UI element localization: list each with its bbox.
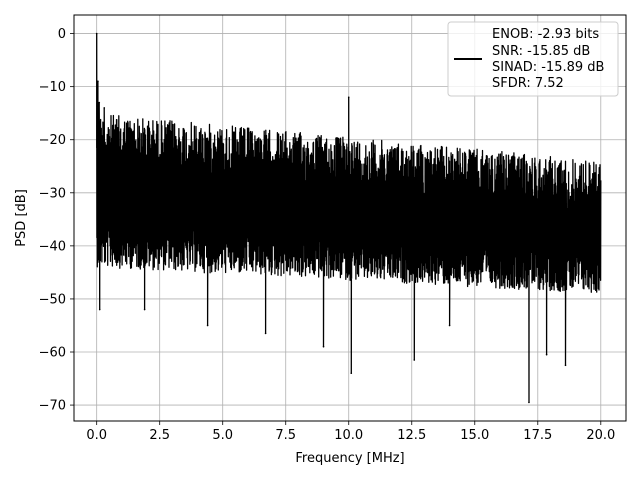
psd-dip-point — [322, 345, 325, 348]
y-tick-label: −30 — [39, 186, 66, 201]
legend-sinad: SINAD: -15.89 dB — [492, 60, 604, 75]
x-axis-label: Frequency [MHz] — [295, 451, 404, 466]
psd-dip-point — [264, 332, 267, 335]
y-tick-label: −10 — [39, 80, 66, 95]
x-tick-label: 2.5 — [149, 428, 170, 443]
x-tick-label: 5.0 — [212, 428, 233, 443]
x-tick-label: 0.0 — [86, 428, 107, 443]
plot-area-frame — [73, 14, 627, 422]
psd-peak-point — [98, 101, 101, 104]
y-tick-label: −40 — [39, 239, 66, 254]
x-tick-label: 15.0 — [460, 428, 489, 443]
psd-series — [95, 32, 602, 404]
psd-dip-point — [350, 372, 353, 375]
psd-peak-point — [97, 80, 99, 83]
legend-enob: ENOB: -2.93 bits — [492, 27, 599, 42]
psd-peak-point — [95, 32, 98, 35]
legend-sfdr: SFDR: 7.52 — [492, 76, 564, 91]
psd-peak-point — [103, 107, 106, 109]
y-tick-label: 0 — [58, 27, 66, 42]
x-tick-label: 7.5 — [275, 428, 296, 443]
psd-dip-point — [448, 324, 451, 327]
legend-snr: SNR: -15.85 dB — [492, 44, 590, 59]
legend: ENOB: -2.93 bits SNR: -15.85 dB SINAD: -… — [447, 21, 619, 97]
y-axis-label: PSD [dB] — [14, 189, 29, 247]
x-tick-label: 20.0 — [586, 428, 615, 443]
x-tick-label: 17.5 — [523, 428, 552, 443]
psd-dip-point — [528, 401, 530, 404]
y-tick-label: −70 — [39, 399, 66, 414]
x-tick-label: 10.0 — [334, 428, 363, 443]
psd-dip-point — [98, 308, 101, 311]
psd-dip-point — [545, 353, 548, 356]
legend-box — [447, 21, 619, 97]
psd-dip-point — [206, 324, 209, 327]
psd-dip-point — [413, 359, 416, 361]
x-tick-label: 12.5 — [397, 428, 426, 443]
psd-series-line — [96, 32, 602, 404]
y-tick-label: −60 — [39, 346, 66, 361]
psd-dip-point — [143, 308, 146, 311]
psd-dip-point — [564, 364, 567, 367]
axis-ticks: 0.0 2.5 5.0 7.5 10.0 12.5 15.0 17.5 20.0 0 −10 −20 −… — [39, 27, 616, 443]
y-tick-label: −50 — [39, 292, 66, 307]
psd-peak-point — [347, 96, 350, 99]
y-tick-label: −20 — [39, 133, 66, 148]
